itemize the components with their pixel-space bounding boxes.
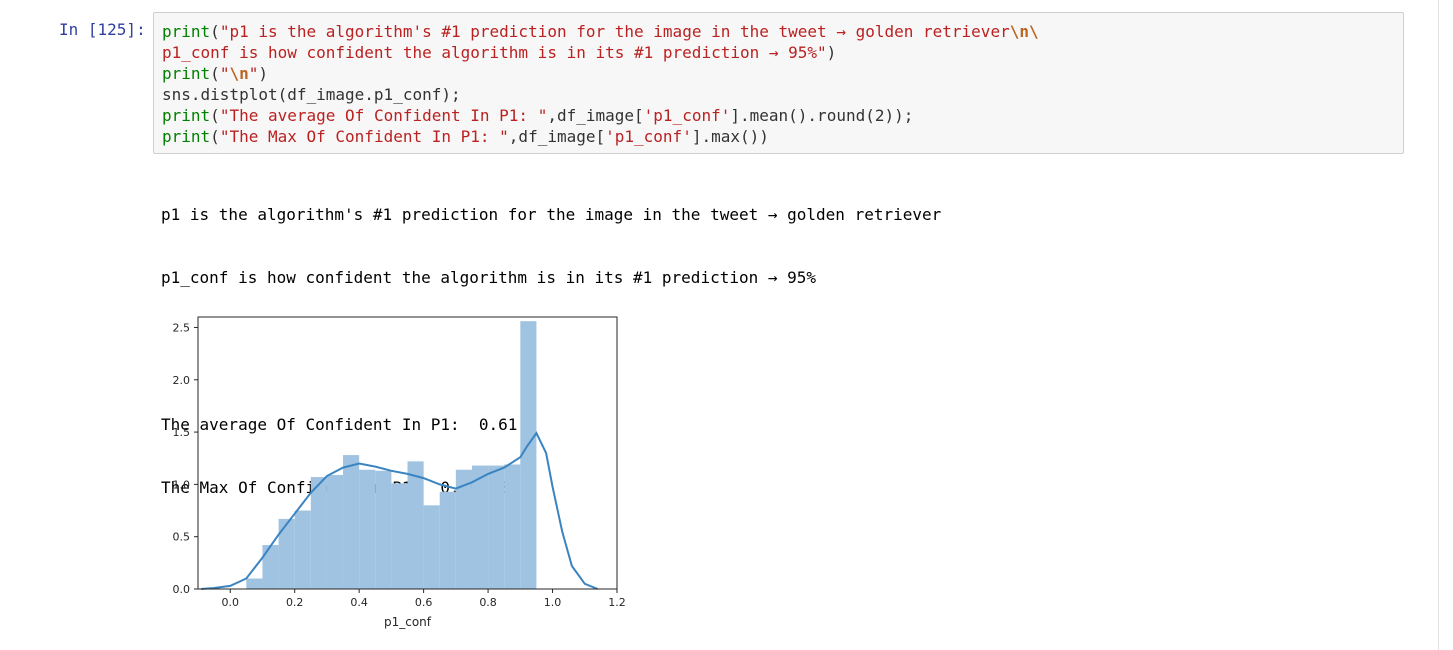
histogram-bar [343, 455, 360, 589]
x-tick-label: 0.0 [221, 596, 239, 609]
x-tick-label: 1.0 [544, 596, 562, 609]
code-token: " [219, 64, 230, 83]
histogram-bar [262, 545, 279, 589]
code-token: \n [229, 64, 249, 83]
histogram-bar [278, 518, 295, 589]
histogram-bar [310, 477, 327, 589]
code-token: ,df_image[ [547, 106, 644, 125]
histogram-bar [504, 464, 521, 589]
histogram-bar [407, 461, 424, 589]
x-tick-label: 0.8 [479, 596, 497, 609]
histogram-bar [326, 474, 344, 589]
x-tick-label: 1.2 [608, 596, 626, 609]
code-token: ( [210, 64, 220, 83]
code-line: print("p1 is the algorithm's #1 predicti… [162, 21, 1039, 42]
code-token: "p1 is the algorithm's #1 prediction for… [219, 22, 1010, 41]
code-editor[interactable]: print("p1 is the algorithm's #1 predicti… [153, 12, 1404, 154]
x-axis-label: p1_conf [384, 615, 432, 629]
code-text[interactable]: print("p1 is the algorithm's #1 predicti… [162, 21, 1039, 147]
kde-line [201, 431, 599, 590]
code-token: print [162, 127, 211, 146]
code-token: \n\ [1009, 22, 1039, 41]
code-token: p1_conf is how confident the algorithm i… [162, 43, 827, 62]
code-line: p1_conf is how confident the algorithm i… [162, 42, 1039, 63]
code-token: "The Max Of Confident In P1: " [219, 127, 509, 146]
output-line: p1 is the algorithm's #1 prediction for … [161, 205, 942, 224]
histogram-bar [359, 469, 376, 589]
code-line: sns.distplot(df_image.p1_conf); [162, 84, 1039, 105]
code-token: 'p1_conf' [643, 106, 731, 125]
histogram-bar [246, 578, 263, 589]
code-token: ( [210, 127, 220, 146]
code-token: ( [210, 106, 220, 125]
histogram-bar [423, 505, 440, 589]
y-tick-label: 2.0 [173, 374, 191, 387]
code-token: ( [210, 22, 220, 41]
histogram-bar [391, 483, 408, 589]
code-token: ) [826, 43, 837, 62]
code-token: ].max()) [691, 127, 769, 146]
cell-output: p1 is the algorithm's #1 prediction for … [161, 162, 941, 540]
histogram-bar [294, 510, 311, 589]
code-token: 'p1_conf' [605, 127, 692, 146]
y-tick-label: 2.5 [173, 321, 191, 334]
code-line: print("\n") [162, 63, 1039, 84]
distplot-chart: 0.0 0.2 0.4 0.6 0.8 1.0 1.2 0.0 0.5 1.0 1.5 2.0 2.5 p… [173, 316, 626, 629]
code-token: ) [258, 64, 268, 83]
y-tick-label: 1.5 [173, 426, 191, 439]
x-tick-label: 0.4 [350, 596, 368, 609]
histogram-bar [488, 465, 505, 589]
code-token: print [162, 106, 211, 125]
output-line: p1_conf is how confident the algorithm i… [161, 268, 817, 287]
x-tick-label: 0.2 [286, 596, 304, 609]
output-line: The average Of Confident In P1: 0.61 [161, 415, 518, 434]
code-token: "The average Of Confident In P1: " [219, 106, 548, 125]
histogram-bar [455, 469, 472, 589]
histogram-bar [439, 491, 456, 589]
code-line: print("The Max Of Confident In P1: ",df_… [162, 126, 1039, 147]
histogram-bar [375, 470, 392, 589]
code-token: ,df_image[ [508, 127, 606, 146]
code-token: print [162, 22, 211, 41]
histogram-bar [471, 465, 489, 589]
code-line: print("The average Of Confident In P1: "… [162, 105, 1039, 126]
y-tick-label: 0.0 [173, 583, 191, 596]
histogram-bar [520, 321, 537, 589]
code-token: print [162, 64, 211, 83]
input-prompt: In [125]: [59, 20, 146, 39]
plot-frame [197, 316, 618, 590]
code-token: sns.distplot(df_image.p1_conf); [162, 85, 461, 104]
x-tick-label: 0.6 [415, 596, 433, 609]
code-token: " [248, 64, 259, 83]
code-token: ].mean().round(2)); [730, 106, 914, 125]
y-tick-label: 1.0 [173, 478, 191, 491]
distplot-figure: 0.0 0.2 0.4 0.6 0.8 1.0 1.2 0.0 0.5 1.0 1.5 2.0 2.5 p… [150, 300, 630, 635]
y-tick-label: 0.5 [173, 531, 191, 544]
